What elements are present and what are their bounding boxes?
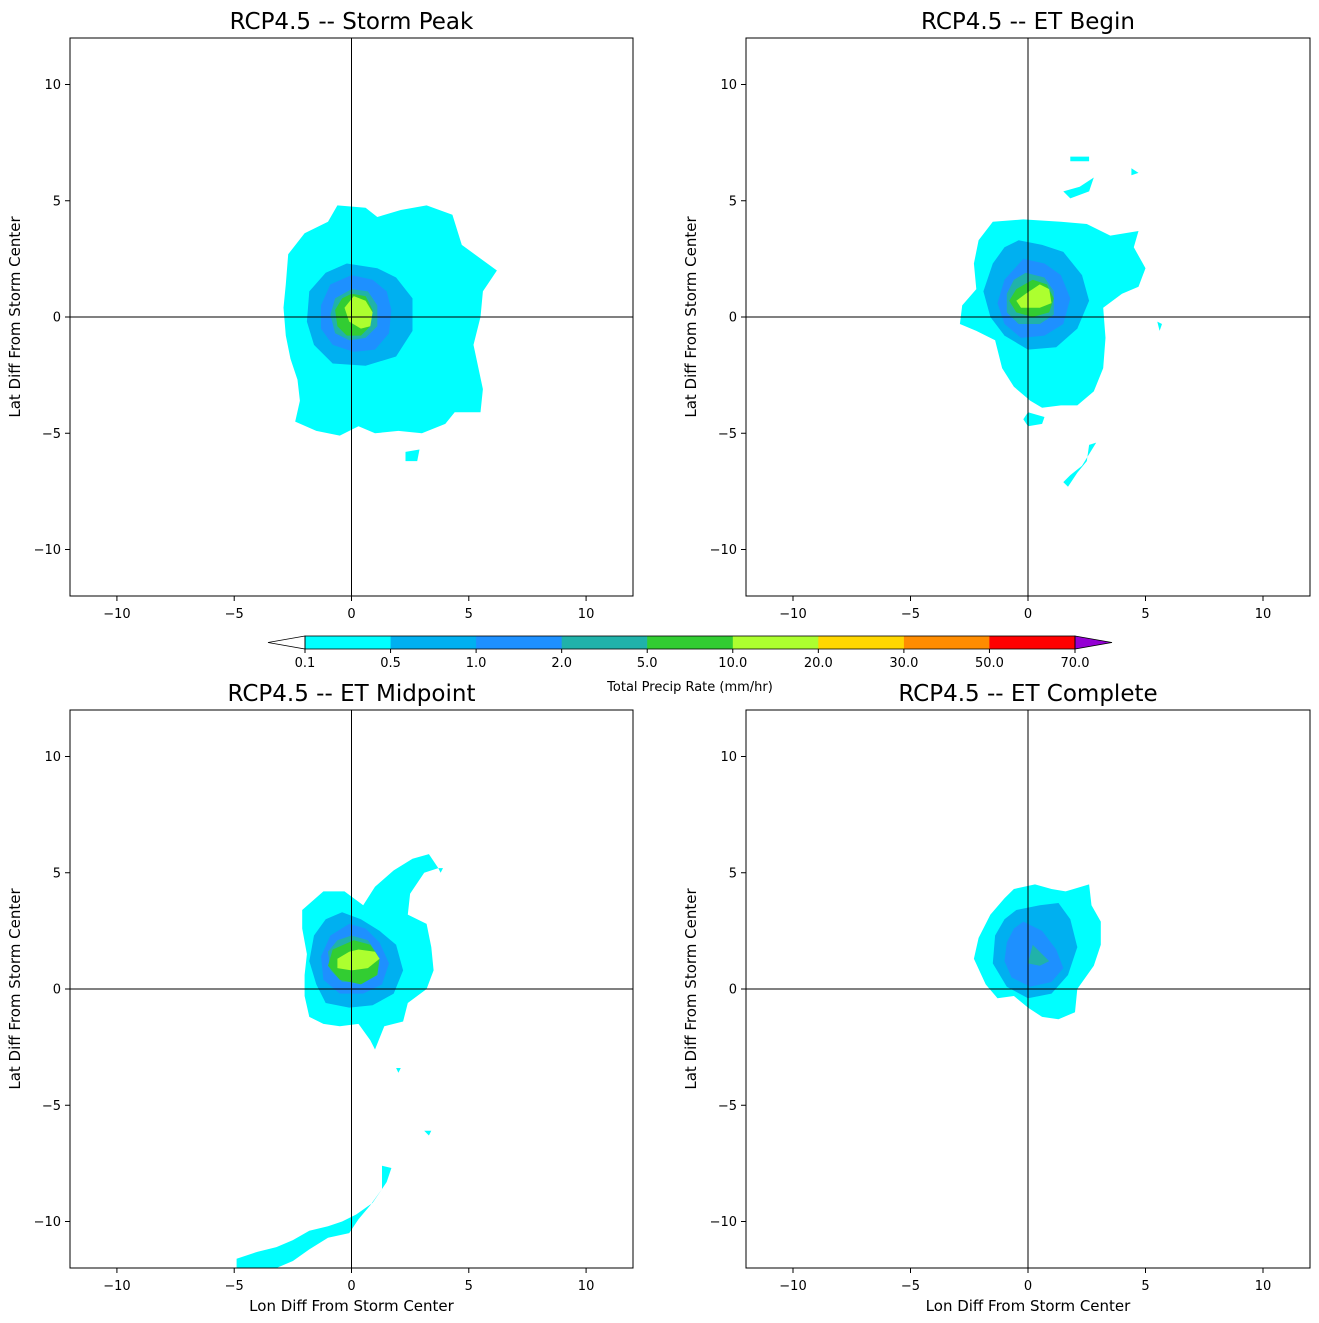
- y-axis-label: Lat Diff From Storm Center: [6, 888, 24, 1090]
- colorbar-segment: [305, 636, 391, 649]
- y-tick-label: −10: [34, 1215, 61, 1230]
- contour-region-0.1: [1131, 168, 1139, 176]
- y-tick-label: 10: [44, 750, 61, 765]
- contour-region-0.1: [396, 1068, 401, 1073]
- contour-region-0.1: [1070, 156, 1090, 162]
- colorbar-frame: [304, 635, 1076, 650]
- contour-regions: [236, 854, 443, 1268]
- colorbar-tick-label: 1.0: [466, 656, 487, 671]
- colorbar-segment: [732, 636, 819, 649]
- colorbar-tick-label: 30.0: [889, 656, 918, 671]
- colorbar-tick-label: 2.0: [551, 656, 572, 671]
- contour-region-0.1: [236, 1165, 392, 1268]
- contour-region-10.0: [337, 949, 380, 971]
- colorbar-tick-label: 5.0: [637, 656, 658, 671]
- x-tick-label: 0: [347, 1279, 355, 1294]
- x-tick-label: −10: [103, 607, 130, 622]
- contour-region-10.0: [1016, 284, 1052, 308]
- x-tick-label: 5: [465, 607, 473, 622]
- colorbar: 0.1 0.5 1.0 2.0 5.0 10.0 20.0 30.0 50.0 70.0 Total…: [267, 635, 1113, 695]
- y-tick-label: −10: [710, 1215, 737, 1230]
- y-axis-label: Lat Diff From Storm Center: [682, 888, 700, 1090]
- y-tick-label: −5: [42, 427, 61, 442]
- x-tick-label: −10: [779, 1279, 806, 1294]
- y-axis-label: Lat Diff From Storm Center: [682, 216, 700, 418]
- colorbar-extend-max: [1074, 635, 1113, 650]
- y-tick-label: −10: [34, 543, 61, 558]
- y-tick-label: 0: [729, 311, 737, 326]
- colorbar-tick-label: 0.1: [295, 656, 316, 671]
- colorbar-segment: [989, 636, 1076, 649]
- x-tick-label: 0: [347, 607, 355, 622]
- chart-panel-1: −10 −5 0 5 10 10 5 0 −5 −10 RCP4.5 -- Storm Peak La…: [6, 9, 634, 622]
- contour-regions: [283, 205, 497, 462]
- colorbar-tick-label: 20.0: [804, 656, 833, 671]
- x-tick-label: −5: [901, 607, 920, 622]
- y-tick-label: 10: [720, 78, 737, 93]
- chart-title: RCP4.5 -- ET Midpoint: [228, 681, 476, 707]
- colorbar-label: Total Precip Rate (mm/hr): [606, 680, 773, 695]
- y-tick-label: 5: [729, 866, 737, 881]
- y-tick-label: 0: [729, 983, 737, 998]
- colorbar-segment: [903, 636, 990, 649]
- x-tick-label: 10: [1255, 1279, 1272, 1294]
- x-tick-label: −5: [225, 1279, 244, 1294]
- y-axis-label: Lat Diff From Storm Center: [6, 216, 24, 418]
- contour-region-0.1: [405, 449, 420, 462]
- y-tick-label: −10: [710, 543, 737, 558]
- x-tick-label: −10: [779, 607, 806, 622]
- colorbar-segment: [818, 636, 905, 649]
- colorbar-segment: [647, 636, 734, 649]
- colorbar-segment: [561, 636, 648, 649]
- y-tick-label: −5: [718, 1099, 737, 1114]
- x-tick-label: 10: [578, 607, 595, 622]
- x-tick-label: −5: [901, 1279, 920, 1294]
- y-tick-label: 10: [720, 750, 737, 765]
- y-tick-label: 5: [53, 866, 61, 881]
- colorbar-tick-label: 70.0: [1061, 656, 1090, 671]
- x-tick-label: −5: [225, 607, 244, 622]
- colorbar-tick-label: 0.5: [380, 656, 401, 671]
- y-tick-label: 0: [53, 983, 61, 998]
- x-tick-label: 5: [465, 1279, 473, 1294]
- contour-region-0.1: [1023, 412, 1045, 427]
- contour-regions: [959, 156, 1162, 487]
- chart-title: RCP4.5 -- ET Complete: [898, 681, 1157, 707]
- chart-panel-4: −10 −5 0 5 10 10 5 0 −5 −10 RCP4.5 -- ET Complete L…: [682, 681, 1311, 1315]
- x-tick-label: 0: [1024, 1279, 1032, 1294]
- x-tick-label: 0: [1024, 607, 1032, 622]
- chart-title: RCP4.5 -- Storm Peak: [230, 9, 474, 35]
- colorbar-segment: [476, 636, 563, 649]
- x-tick-label: 10: [1255, 607, 1272, 622]
- y-tick-label: 5: [53, 194, 61, 209]
- chart-title: RCP4.5 -- ET Begin: [921, 9, 1135, 35]
- contour-regions: [973, 884, 1101, 1020]
- contour-region-0.1: [1063, 177, 1094, 199]
- colorbar-segment: [390, 636, 477, 649]
- contour-region-2.0: [1028, 944, 1050, 966]
- y-tick-label: 5: [729, 194, 737, 209]
- x-axis-label: Lon Diff From Storm Center: [926, 1297, 1131, 1315]
- y-tick-label: 0: [53, 311, 61, 326]
- y-tick-label: 10: [44, 78, 61, 93]
- contour-region-0.1: [1063, 442, 1097, 487]
- x-tick-label: 5: [1141, 607, 1149, 622]
- colorbar-extend-min: [267, 635, 306, 650]
- colorbar-tick-label: 50.0: [975, 656, 1004, 671]
- x-tick-label: 10: [578, 1279, 595, 1294]
- contour-region-0.1: [424, 1130, 432, 1136]
- contour-region-0.1: [1157, 321, 1162, 331]
- x-tick-label: 5: [1141, 1279, 1149, 1294]
- chart-panel-3: −10 −5 0 5 10 10 5 0 −5 −10 RCP4.5 -- ET Midpoint L…: [6, 681, 634, 1315]
- x-tick-label: −10: [103, 1279, 130, 1294]
- y-tick-label: −5: [42, 1099, 61, 1114]
- colorbar-tick-label: 10.0: [718, 656, 747, 671]
- x-axis-label: Lon Diff From Storm Center: [249, 1297, 454, 1315]
- y-tick-label: −5: [718, 427, 737, 442]
- contour-region-0.1: [438, 868, 443, 873]
- chart-panel-2: −10 −5 0 5 10 10 5 0 −5 −10 RCP4.5 -- ET Begin Lat …: [682, 9, 1311, 622]
